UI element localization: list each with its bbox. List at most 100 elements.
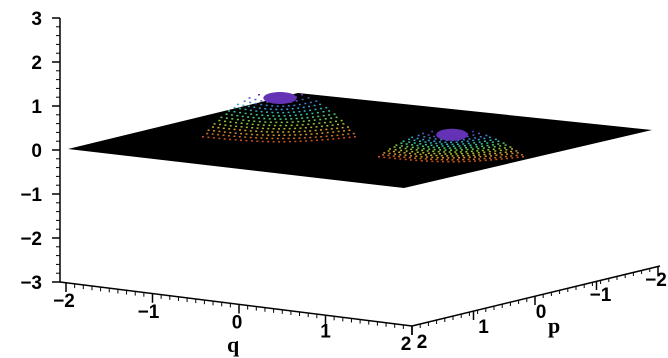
- surface-point: [522, 156, 524, 158]
- surface-point: [285, 124, 288, 127]
- surface-point: [448, 151, 451, 153]
- surface-point: [431, 130, 434, 133]
- surface-point: [424, 143, 427, 146]
- surface-point: [493, 145, 496, 148]
- surface-point: [336, 127, 339, 130]
- surface-point: [478, 132, 480, 135]
- surface-point: [492, 148, 495, 150]
- surface-point: [213, 123, 216, 125]
- z-tick-label: 2: [31, 53, 42, 74]
- surface-point: [284, 118, 287, 120]
- z-tick-label: −1: [20, 185, 42, 206]
- surface-point: [298, 103, 301, 106]
- surface-point: [219, 123, 221, 126]
- surface-point: [233, 128, 236, 131]
- axis-labels: q p: [227, 313, 560, 357]
- surface-point: [348, 129, 351, 131]
- surface-point: [267, 127, 270, 130]
- surface-point: [399, 154, 402, 156]
- surface-point: [427, 146, 430, 148]
- surface-point: [456, 143, 459, 145]
- peak-cap: [436, 128, 468, 141]
- surface-point: [488, 146, 491, 149]
- surface-point: [502, 142, 505, 144]
- surface-point: [395, 144, 398, 146]
- peaks: [202, 92, 524, 163]
- surface-point: [304, 127, 307, 129]
- surface-point: [403, 152, 406, 154]
- surface-point: [498, 147, 501, 150]
- surface-point: [227, 110, 230, 112]
- surface-point: [263, 117, 266, 120]
- surface-point: [249, 136, 252, 139]
- surface-point: [436, 156, 439, 159]
- surface-point: [244, 112, 247, 115]
- surface-point: [414, 157, 417, 159]
- surface-point: [472, 152, 475, 154]
- surface-point: [290, 124, 293, 127]
- surface-point: [431, 156, 434, 159]
- surface-point: [468, 156, 471, 159]
- surface-point: [430, 158, 433, 160]
- surface-point: [293, 131, 295, 133]
- surface-point: [484, 159, 487, 162]
- surface-point: [319, 103, 322, 106]
- surface-point: [483, 151, 486, 153]
- surface-point: [467, 158, 470, 161]
- surface-point: [271, 105, 274, 107]
- surface-point: [476, 150, 479, 152]
- surface-point: [317, 115, 320, 118]
- surface-point: [504, 144, 507, 146]
- surface-point: [287, 137, 290, 140]
- surface-point: [315, 100, 318, 102]
- surface-point: [328, 110, 331, 112]
- surface-point: [337, 130, 340, 133]
- surface-point: [483, 153, 486, 156]
- surface-point: [378, 156, 380, 158]
- surface-point: [455, 153, 458, 155]
- surface-point: [266, 111, 268, 113]
- surface-point: [452, 157, 455, 159]
- surface-point: [510, 155, 513, 157]
- surface-point: [466, 152, 469, 155]
- surface-point: [439, 149, 442, 151]
- surface-point: [447, 161, 450, 163]
- surface-point: [240, 132, 243, 135]
- surface-point: [491, 144, 494, 146]
- surface-point: [249, 109, 252, 112]
- surface-point: [484, 155, 487, 157]
- surface-point: [222, 134, 225, 136]
- surface-point: [415, 159, 418, 162]
- surface-point: [422, 132, 424, 135]
- surface-point: [262, 124, 265, 126]
- surface-point: [236, 114, 239, 117]
- surface-point: [506, 153, 508, 155]
- q-axis-label: q: [227, 332, 240, 357]
- surface-point: [253, 106, 256, 109]
- surface-point: [271, 131, 274, 133]
- surface-point: [322, 114, 325, 117]
- surface-point: [301, 117, 304, 119]
- surface: [68, 92, 652, 188]
- surface-point: [295, 117, 298, 120]
- surface-point: [235, 121, 238, 124]
- surface-point: [258, 120, 261, 123]
- surface-point: [256, 127, 259, 129]
- surface-point: [479, 160, 482, 162]
- surface-point: [436, 160, 439, 163]
- surface-point: [411, 144, 414, 146]
- surface-point: [506, 157, 508, 160]
- surface-point: [229, 138, 232, 141]
- surface-point: [233, 111, 236, 113]
- surface-point: [272, 128, 275, 130]
- surface-point: [414, 153, 417, 155]
- surface-point: [302, 120, 305, 122]
- surface-point: [276, 111, 279, 114]
- surface-point: [430, 154, 433, 156]
- surface-point: [438, 153, 441, 155]
- surface-point: [399, 158, 402, 160]
- surface-point: [306, 116, 309, 119]
- surface-point: [269, 108, 272, 110]
- surface-point: [299, 134, 302, 136]
- surface-point: [266, 101, 269, 103]
